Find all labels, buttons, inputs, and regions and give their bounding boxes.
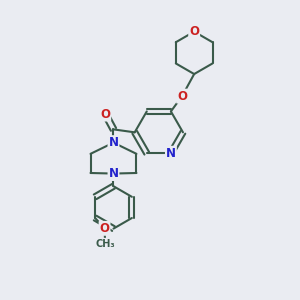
Text: N: N [109,136,118,149]
Text: N: N [166,147,176,160]
Text: O: O [100,222,110,235]
Text: O: O [189,25,199,38]
Text: N: N [109,167,118,180]
Text: CH₃: CH₃ [95,238,115,249]
Text: O: O [100,108,110,121]
Text: O: O [177,90,187,103]
